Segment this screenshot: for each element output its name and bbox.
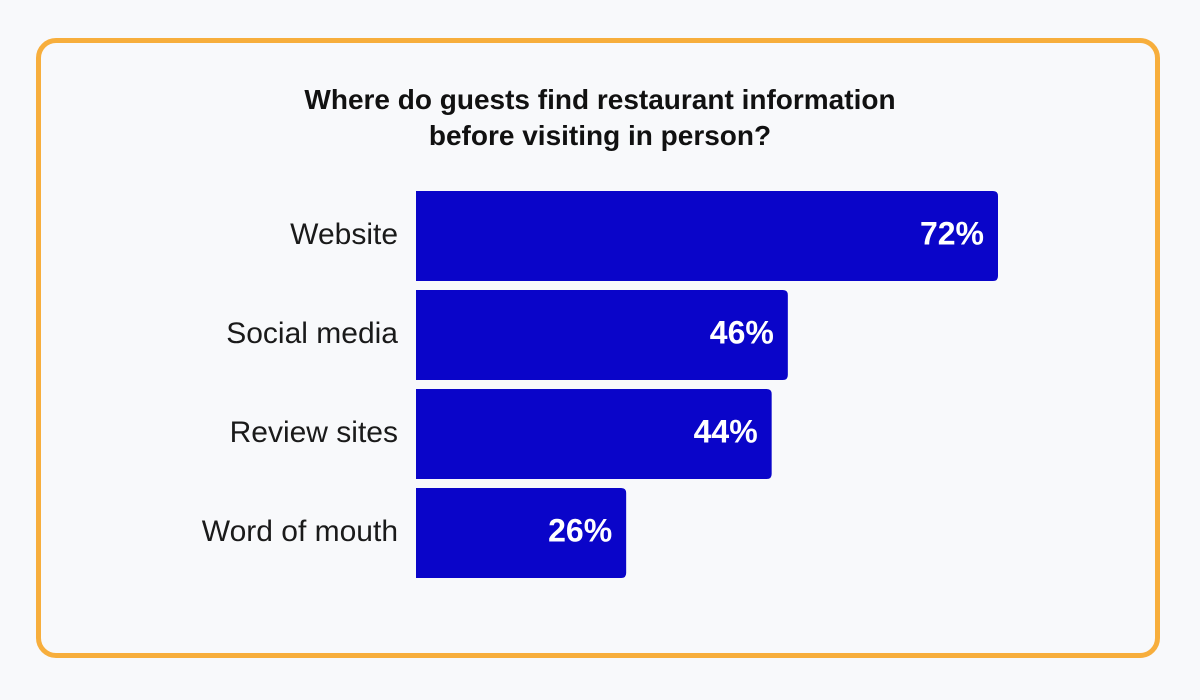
bar-review-sites — [416, 389, 772, 479]
chart-title-line-1: Where do guests find restaurant informat… — [304, 84, 896, 115]
value-label-review-sites: 44% — [694, 413, 758, 449]
value-label-word-of-mouth: 26% — [548, 512, 612, 548]
value-label-website: 72% — [920, 215, 984, 251]
chart-title: Where do guests find restaurant informat… — [0, 82, 1200, 154]
value-label-social-media: 46% — [710, 314, 774, 350]
category-label-word-of-mouth: Word of mouth — [202, 515, 398, 548]
category-label-website: Website — [290, 218, 398, 251]
category-label-review-sites: Review sites — [230, 416, 398, 449]
bar-website — [416, 191, 998, 281]
bar-social-media — [416, 290, 788, 380]
category-label-social-media: Social media — [226, 317, 398, 350]
bar-word-of-mouth — [416, 488, 627, 578]
chart-title-line-2: before visiting in person? — [428, 120, 772, 151]
